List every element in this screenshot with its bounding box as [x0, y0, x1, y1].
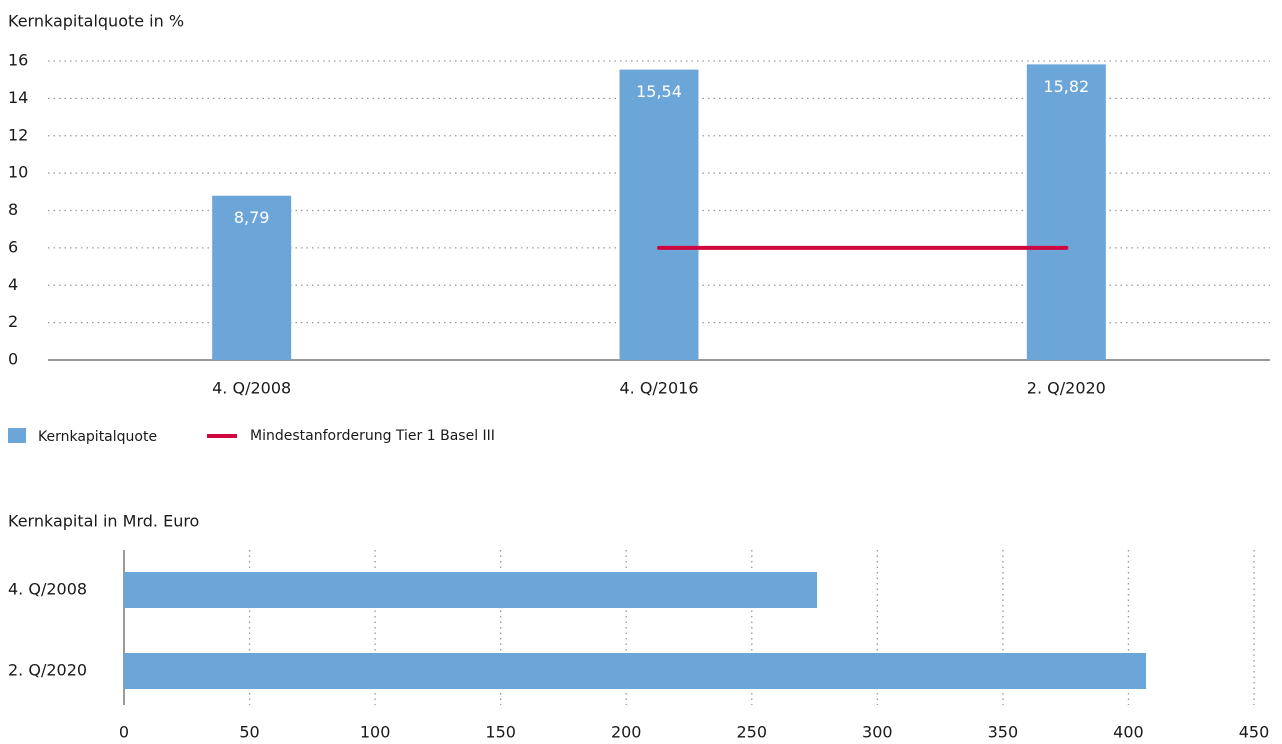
legend-label: Kernkapitalquote	[38, 429, 157, 445]
bar	[1026, 64, 1106, 361]
x-tick-label: 400	[1113, 723, 1144, 742]
y-tick-label: 6	[8, 237, 18, 256]
value-label: 15,82	[1043, 77, 1089, 96]
x-tick-label: 450	[1239, 723, 1270, 742]
y-tick-label: 16	[8, 51, 28, 70]
x-tick-label: 4. Q/2008	[212, 379, 291, 398]
bar	[619, 69, 699, 360]
x-tick-label: 50	[239, 723, 259, 742]
x-tick-label: 150	[485, 723, 516, 742]
chart-title: Kernkapital in Mrd. Euro	[8, 512, 199, 531]
x-tick-label: 200	[611, 723, 642, 742]
y-tick-label: 4	[8, 275, 18, 294]
bar	[212, 195, 292, 360]
x-tick-label: 100	[360, 723, 391, 742]
y-tick-label: 0	[8, 350, 18, 369]
chart-title: Kernkapitalquote in %	[8, 12, 184, 31]
y-tick-label: 8	[8, 200, 18, 219]
y-tick-label: 10	[8, 163, 28, 182]
x-tick-label: 350	[988, 723, 1019, 742]
legend-swatch	[8, 428, 26, 443]
y-tick-label: 2	[8, 312, 18, 331]
x-tick-label: 4. Q/2016	[619, 379, 698, 398]
y-tick-label: 4. Q/2008	[8, 580, 87, 599]
y-tick-label: 2. Q/2020	[8, 661, 87, 680]
x-tick-label: 2. Q/2020	[1027, 379, 1106, 398]
y-tick-label: 14	[8, 88, 28, 107]
bar	[124, 572, 818, 608]
value-label: 8,79	[234, 208, 270, 227]
x-tick-label: 0	[119, 723, 129, 742]
y-tick-label: 12	[8, 125, 28, 144]
bar	[124, 653, 1147, 689]
x-tick-label: 250	[737, 723, 768, 742]
legend-label: Mindestanforderung Tier 1 Basel III	[250, 428, 495, 444]
value-label: 15,54	[636, 82, 682, 101]
x-tick-label: 300	[862, 723, 893, 742]
